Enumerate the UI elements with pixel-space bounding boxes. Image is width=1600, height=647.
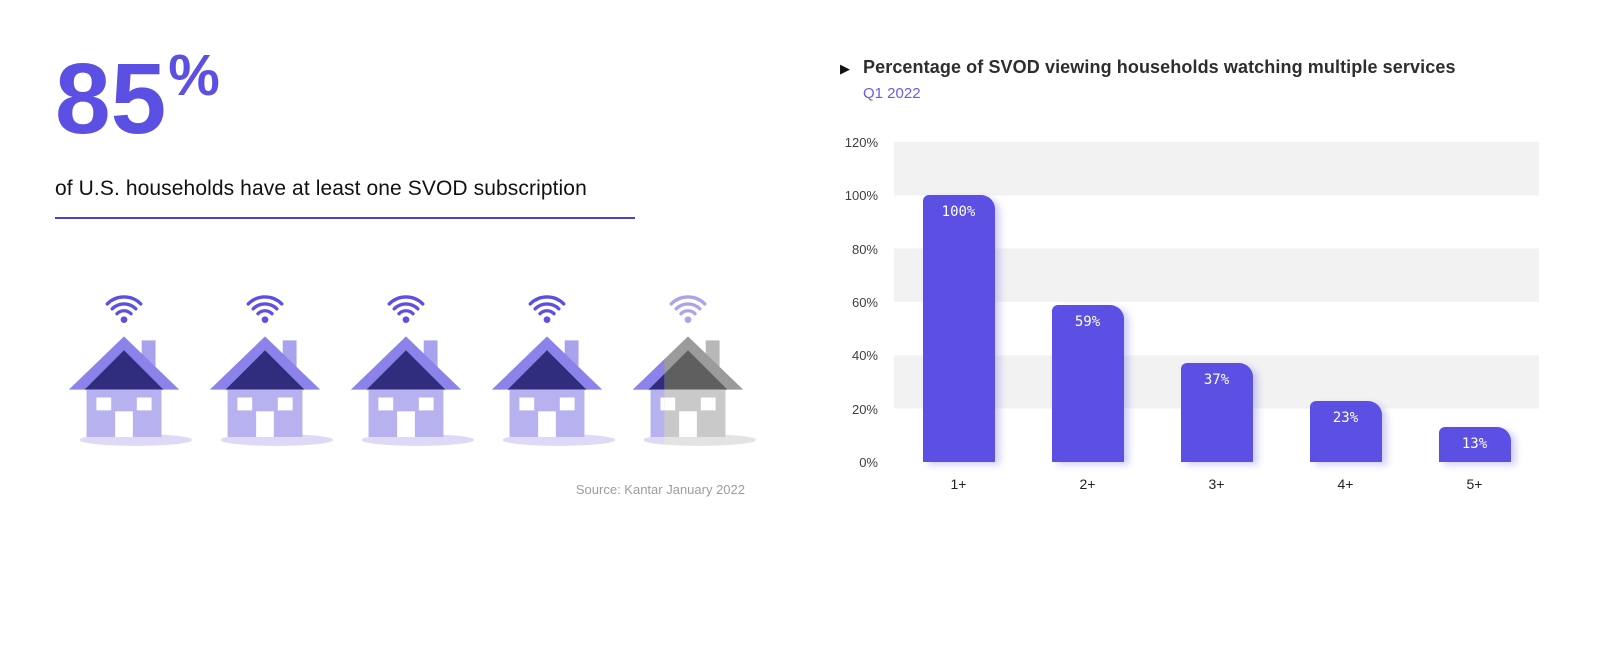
y-axis-tick-label: 120%: [844, 135, 878, 150]
triangle-bullet-icon: ▶: [840, 61, 850, 76]
bar-3+: 37%: [1180, 363, 1253, 462]
bar-value-label: 37%: [1203, 372, 1230, 389]
y-axis-tick-label: 20%: [851, 401, 878, 417]
house-icon-partial: [619, 285, 757, 448]
x-axis-tick-label: 2+: [1079, 476, 1096, 492]
house-icon: [55, 285, 193, 448]
stat-panel: 85% of U.S. households have at least one…: [55, 47, 795, 497]
plot-area: 100% 59% 37% 23% 13%: [894, 142, 1539, 462]
bar-2+: 59%: [1051, 304, 1124, 462]
y-axis-tick-label: 60%: [851, 295, 878, 310]
y-axis-tick-label: 100%: [844, 188, 878, 204]
chart-title: Percentage of SVOD viewing households wa…: [863, 57, 1456, 77]
house-icon: [196, 285, 334, 448]
bar-chart: 0% 20% 40% 60% 80% 100% 120% 100% 59% 37% 23% 13% 1+…: [840, 135, 1560, 522]
house-icon: [478, 285, 616, 448]
bar-column: 37%: [1152, 142, 1281, 462]
bar-5+: 13%: [1438, 427, 1511, 462]
bar-4+: 23%: [1309, 400, 1382, 462]
bar-1+: 100%: [922, 195, 995, 462]
stat-percent-sign: %: [168, 43, 220, 108]
house-svg: [209, 295, 334, 446]
divider-line: [55, 217, 635, 219]
houses-illustration: [55, 285, 757, 448]
chart-header: ▶ Percentage of SVOD viewing households …: [840, 57, 1560, 102]
house-svg: [350, 295, 475, 446]
house-icon: [337, 285, 475, 448]
stat-headline: 85%: [55, 47, 795, 150]
bar-column: 59%: [1023, 142, 1152, 462]
y-axis: 0% 20% 40% 60% 80% 100% 120%: [840, 135, 886, 470]
y-axis-tick-label: 40%: [851, 348, 878, 364]
bar-value-label: 59%: [1074, 313, 1101, 330]
bar-value-label: 13%: [1461, 436, 1488, 453]
x-axis-tick-label: 3+: [1208, 476, 1225, 492]
house-partial-svg: [632, 295, 757, 446]
house-svg: [68, 295, 193, 446]
x-axis: 1+ 2+ 3+ 4+ 5+: [894, 476, 1539, 492]
chart-title-block: Percentage of SVOD viewing households wa…: [863, 57, 1456, 102]
stat-value: 85: [55, 43, 167, 155]
bar-column: 100%: [894, 142, 1023, 462]
bar-value-label: 23%: [1332, 409, 1359, 426]
y-axis-tick-label: 0%: [859, 455, 878, 470]
y-axis-tick-label: 80%: [851, 241, 878, 257]
chart-panel: ▶ Percentage of SVOD viewing households …: [840, 57, 1560, 522]
stat-description: of U.S. households have at least one SVO…: [55, 177, 587, 200]
bar-column: 13%: [1410, 142, 1539, 462]
x-axis-tick-label: 5+: [1466, 476, 1483, 492]
bar-column: 23%: [1281, 142, 1410, 462]
source-caption: Source: Kantar January 2022: [575, 482, 745, 497]
house-svg: [491, 295, 616, 446]
x-axis-tick-label: 4+: [1337, 476, 1354, 492]
chart-subtitle: Q1 2022: [863, 85, 921, 102]
bar-value-label: 100%: [941, 204, 976, 221]
x-axis-tick-label: 1+: [950, 476, 967, 492]
